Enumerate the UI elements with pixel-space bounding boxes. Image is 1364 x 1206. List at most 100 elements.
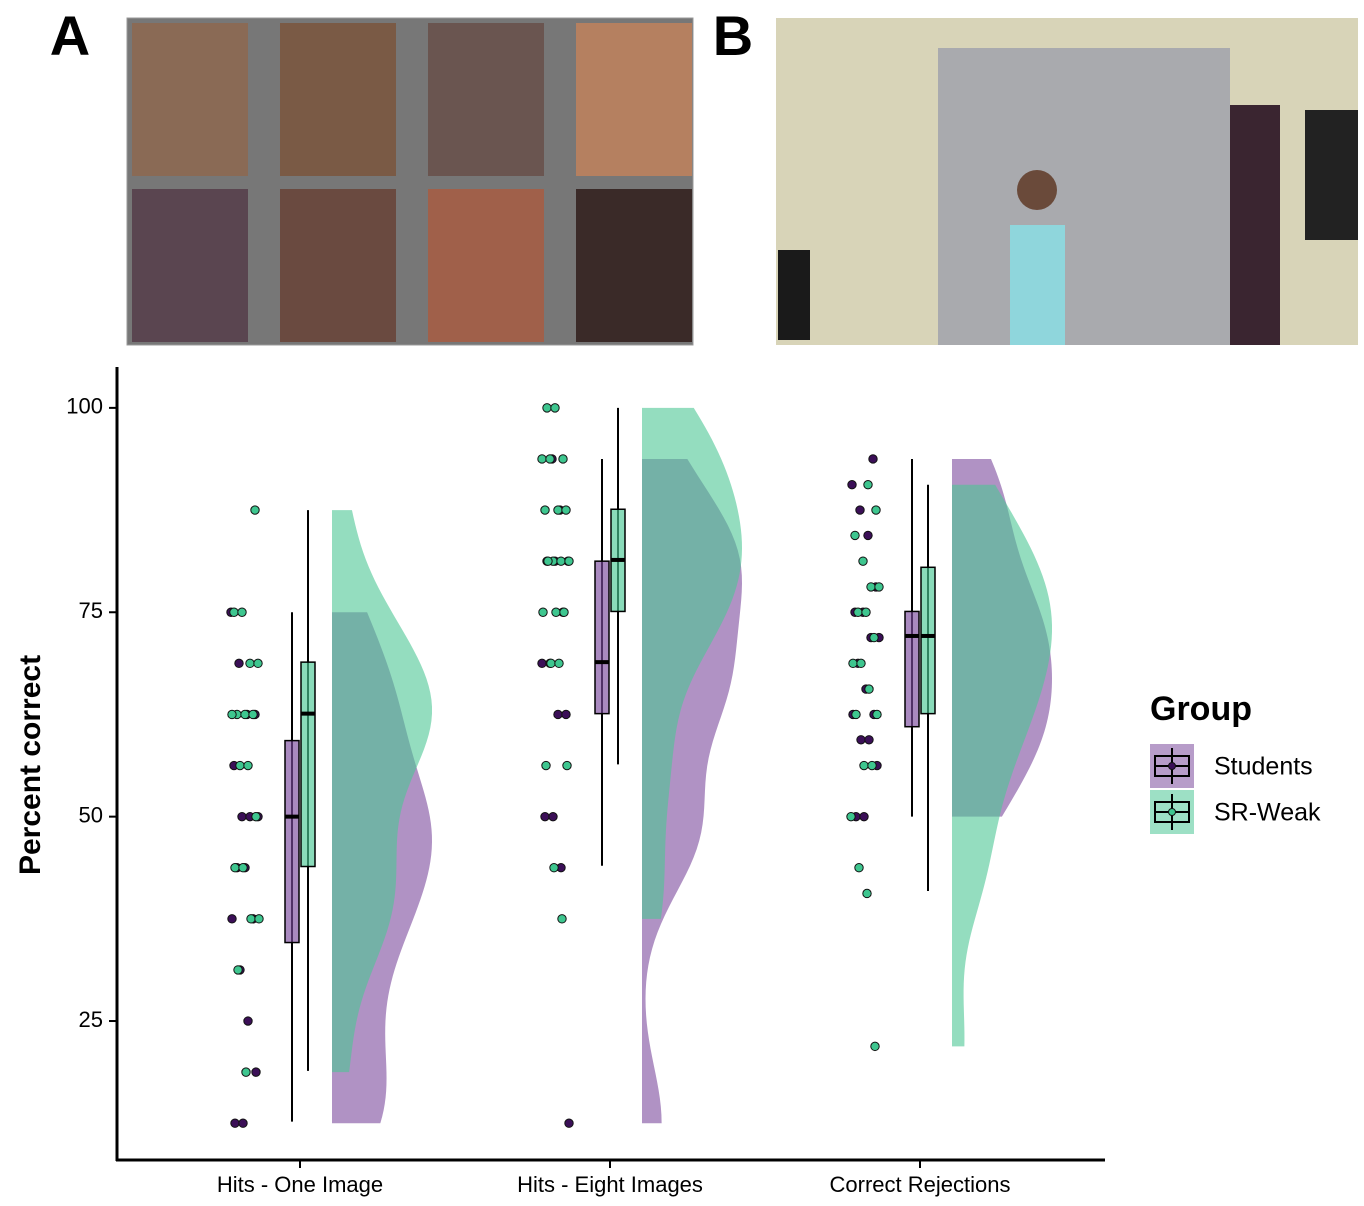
box (905, 611, 919, 726)
data-point (246, 659, 254, 667)
data-point (563, 761, 571, 769)
panel-label: A (50, 4, 90, 67)
data-point (872, 506, 880, 514)
data-point (565, 1119, 573, 1127)
data-point (549, 812, 557, 820)
data-point (559, 455, 567, 463)
room-photo (776, 18, 1358, 345)
data-point (231, 864, 239, 872)
data-point (863, 889, 871, 897)
data-point (855, 864, 863, 872)
data-point (554, 710, 562, 718)
data-point (869, 455, 877, 463)
data-point (867, 583, 875, 591)
y-tick-label: 50 (79, 802, 103, 827)
data-point (565, 557, 573, 565)
y-tick-label: 100 (66, 394, 103, 419)
legend-label: Students (1214, 753, 1313, 781)
data-point (252, 1068, 260, 1076)
data-point (865, 736, 873, 744)
data-point (238, 812, 246, 820)
data-point (254, 659, 262, 667)
x-tick-label: Correct Rejections (830, 1172, 1011, 1197)
legend-label: SR-Weak (1214, 799, 1321, 827)
data-point (857, 659, 865, 667)
data-point (228, 915, 236, 923)
panel-label: B (713, 4, 753, 67)
data-point (552, 608, 560, 616)
data-point (873, 710, 881, 718)
data-point (848, 481, 856, 489)
legend-point (1169, 763, 1176, 770)
data-point (244, 1017, 252, 1025)
data-point (562, 710, 570, 718)
data-point (231, 1119, 239, 1127)
data-point (558, 915, 566, 923)
data-point (539, 608, 547, 616)
data-point (249, 710, 257, 718)
data-point (541, 812, 549, 820)
data-point (854, 608, 862, 616)
data-point (547, 659, 555, 667)
data-point (234, 966, 242, 974)
data-point (859, 557, 867, 565)
data-point (236, 761, 244, 769)
box (301, 662, 315, 866)
data-point (239, 1119, 247, 1127)
data-point (238, 608, 246, 616)
data-point (538, 455, 546, 463)
data-point (562, 506, 570, 514)
box (921, 567, 935, 713)
x-tick-label: Hits - Eight Images (517, 1172, 703, 1197)
photo-grid (127, 18, 693, 345)
data-point (247, 915, 255, 923)
data-point (546, 455, 554, 463)
data-point (864, 481, 872, 489)
data-point (235, 659, 243, 667)
data-point (244, 761, 252, 769)
data-point (542, 761, 550, 769)
data-point (544, 557, 552, 565)
figure: A B Percent correct Group 25 50 75 100 Hits … (0, 0, 1364, 1201)
violin (952, 485, 1052, 1047)
data-point (862, 608, 870, 616)
data-point (538, 659, 546, 667)
legend-title: Group (1150, 690, 1252, 728)
data-point (560, 608, 568, 616)
data-point (868, 761, 876, 769)
data-point (856, 506, 864, 514)
data-point (251, 506, 259, 514)
box (285, 741, 299, 943)
data-point (252, 812, 260, 820)
data-point (550, 864, 558, 872)
data-point (860, 812, 868, 820)
data-point (255, 915, 263, 923)
data-point (860, 761, 868, 769)
data-point (847, 812, 855, 820)
data-point (228, 710, 236, 718)
data-point (849, 659, 857, 667)
y-tick-label: 25 (79, 1007, 103, 1032)
data-point (851, 531, 859, 539)
box (595, 561, 609, 713)
data-point (865, 685, 873, 693)
x-tick-label: Hits - One Image (217, 1172, 383, 1197)
legend-point (1169, 809, 1176, 816)
data-point (555, 659, 563, 667)
data-point (543, 404, 551, 412)
data-point (230, 608, 238, 616)
data-point (871, 1042, 879, 1050)
data-point (239, 864, 247, 872)
data-point (870, 633, 878, 641)
data-point (242, 1068, 250, 1076)
data-point (241, 710, 249, 718)
y-tick-label: 75 (79, 598, 103, 623)
data-point (857, 736, 865, 744)
y-axis-label: Percent correct (14, 655, 47, 875)
data-point (554, 506, 562, 514)
data-point (864, 531, 872, 539)
data-point (875, 583, 883, 591)
data-point (852, 710, 860, 718)
data-point (541, 506, 549, 514)
data-point (551, 404, 559, 412)
